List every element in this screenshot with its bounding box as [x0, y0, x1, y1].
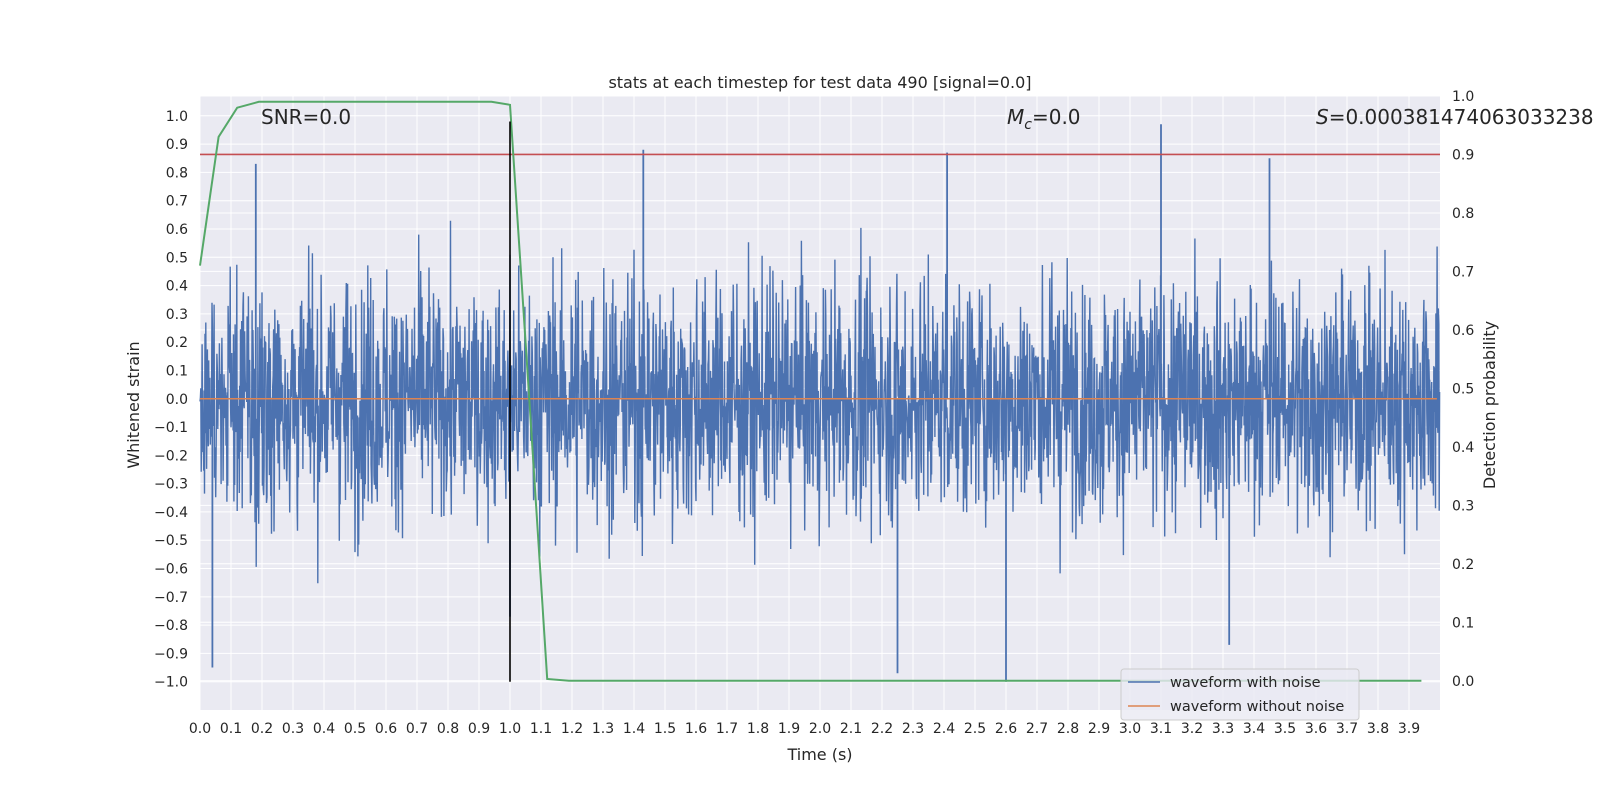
y2-tick-label: 0.6: [1452, 323, 1474, 339]
y-tick-label: 0.4: [166, 279, 188, 295]
x-tick-label: 2.3: [902, 721, 924, 737]
x-tick-label: 2.7: [1026, 721, 1048, 737]
y-tick-label: −0.9: [154, 646, 188, 662]
detection-probability-line: [199, 100, 1422, 682]
y-tick-label: 0.9: [166, 137, 188, 153]
y2-tick-label: 0.2: [1452, 557, 1474, 573]
y2-axis-label: Detection probability: [1480, 321, 1499, 489]
legend-label-noise: waveform with noise: [1170, 675, 1321, 691]
chirp-mass-annotation: Mc=0.0: [1007, 105, 1081, 133]
y-tick-label: 0.8: [166, 165, 188, 181]
y-tick-label: −0.1: [154, 420, 188, 436]
x-tick-label: 2.6: [995, 721, 1017, 737]
noisy-waveform-line: [199, 220, 1441, 584]
s-symbol: S: [1316, 105, 1329, 129]
x-tick-label: 1.5: [654, 721, 676, 737]
x-tick-label: 3.0: [1119, 721, 1141, 737]
x-tick-labels: 0.0 0.1 0.2 0.3 0.4 0.5 0.6 0.7 0.8 0.9 1.0 1.1 1.2 1…: [189, 721, 1420, 737]
s-annotation: S=0.000381474063033238: [1316, 105, 1594, 129]
y2-tick-label: 0.9: [1452, 147, 1474, 163]
y2-tick-labels: 1.0 0.9 0.8 0.7 0.6 0.5 0.4 0.3 0.2 0.1 0.0: [1452, 89, 1474, 690]
x-tick-label: 2.1: [840, 721, 862, 737]
x-tick-label: 2.0: [809, 721, 831, 737]
x-tick-label: 1.0: [499, 721, 521, 737]
x-tick-label: 1.4: [623, 721, 645, 737]
x-tick-label: 0.4: [313, 721, 335, 737]
x-tick-label: 3.2: [1181, 721, 1203, 737]
x-tick-label: 3.5: [1274, 721, 1296, 737]
x-tick-label: 3.3: [1212, 721, 1234, 737]
series-layer: [199, 100, 1441, 682]
y2-tick-label: 0.8: [1452, 206, 1474, 222]
x-axis-label: Time (s): [786, 745, 852, 764]
y-tick-label: −0.7: [154, 590, 188, 606]
x-tick-label: 1.3: [592, 721, 614, 737]
y-tick-label: −0.2: [154, 448, 188, 464]
y-tick-label: −0.8: [154, 618, 188, 634]
y2-tick-label: 0.3: [1452, 498, 1474, 514]
x-tick-label: 1.7: [716, 721, 738, 737]
y2-tick-label: 0.1: [1452, 615, 1474, 631]
x-tick-label: 2.5: [964, 721, 986, 737]
x-tick-label: 2.8: [1057, 721, 1079, 737]
y-tick-label: −0.6: [154, 562, 188, 578]
chart-title: stats at each timestep for test data 490…: [608, 73, 1031, 92]
y-tick-label: 0.2: [166, 335, 188, 351]
x-tick-label: 3.7: [1336, 721, 1358, 737]
x-tick-label: 0.0: [189, 721, 211, 737]
x-tick-label: 2.4: [933, 721, 955, 737]
y2-tick-label: 0.5: [1452, 381, 1474, 397]
y2-tick-label: 0.4: [1452, 440, 1474, 456]
x-tick-label: 1.8: [747, 721, 769, 737]
x-tick-label: 0.1: [220, 721, 242, 737]
y2-tick-label: 0.7: [1452, 264, 1474, 280]
x-tick-label: 0.3: [282, 721, 304, 737]
x-tick-label: 1.9: [778, 721, 800, 737]
y-tick-label: 0.1: [166, 363, 188, 379]
x-tick-label: 0.5: [344, 721, 366, 737]
snr-annotation: SNR=0.0: [261, 105, 351, 129]
x-tick-label: 1.1: [530, 721, 552, 737]
legend-label-clean: waveform without noise: [1170, 699, 1344, 715]
x-tick-label: 3.1: [1150, 721, 1172, 737]
y-tick-label: 0.3: [166, 307, 188, 323]
x-tick-label: 1.2: [561, 721, 583, 737]
y-tick-label: 0.6: [166, 222, 188, 238]
y2-tick-label: 0.0: [1452, 674, 1474, 690]
mc-subscript: c: [1024, 117, 1032, 133]
y-tick-label: −0.3: [154, 477, 188, 493]
y2-tick-label: 1.0: [1452, 89, 1474, 105]
y-tick-label: 0.0: [166, 392, 188, 408]
y-tick-label: 0.7: [166, 194, 188, 210]
x-tick-label: 0.8: [437, 721, 459, 737]
y-tick-label: 0.5: [166, 250, 188, 266]
y-tick-labels: 1.0 0.9 0.8 0.7 0.6 0.5 0.4 0.3 0.2 0.1 0.0 −0.1 −0.…: [154, 109, 188, 691]
x-tick-label: 2.9: [1088, 721, 1110, 737]
x-tick-label: 3.8: [1367, 721, 1389, 737]
s-value: =0.000381474063033238: [1329, 105, 1594, 129]
y-tick-label: 1.0: [166, 109, 188, 125]
x-tick-label: 3.9: [1398, 721, 1420, 737]
x-tick-label: 0.6: [375, 721, 397, 737]
y-tick-label: −0.4: [154, 505, 188, 521]
x-tick-label: 2.2: [871, 721, 893, 737]
legend: waveform with noise waveform without noi…: [1120, 668, 1360, 721]
y-axis-label: Whitened strain: [124, 341, 143, 468]
x-tick-label: 3.4: [1243, 721, 1265, 737]
y-tick-label: −0.5: [154, 533, 188, 549]
x-tick-label: 3.6: [1305, 721, 1327, 737]
x-tick-label: 0.2: [251, 721, 273, 737]
legend-box: [1120, 668, 1360, 721]
mc-symbol: M: [1007, 105, 1024, 129]
x-tick-label: 1.6: [685, 721, 707, 737]
x-tick-label: 0.7: [406, 721, 428, 737]
y-tick-label: −1.0: [154, 675, 188, 691]
mc-value: =0.0: [1032, 105, 1081, 129]
x-tick-label: 0.9: [468, 721, 490, 737]
